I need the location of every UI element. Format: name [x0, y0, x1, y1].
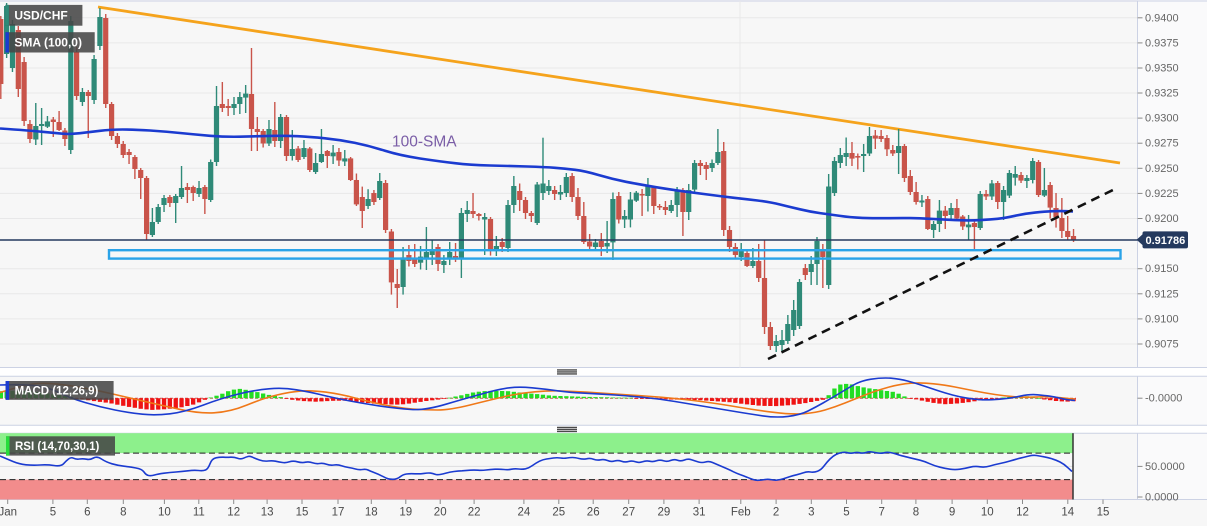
svg-text:17: 17: [332, 507, 345, 519]
svg-text:50.0000: 50.0000: [1145, 461, 1185, 473]
svg-text:0.9100: 0.9100: [1145, 313, 1179, 325]
svg-text:7: 7: [878, 507, 884, 519]
svg-text:27: 27: [622, 507, 635, 519]
svg-text:3: 3: [808, 507, 814, 519]
svg-text:8: 8: [120, 507, 126, 519]
svg-text:18: 18: [365, 507, 378, 519]
svg-text:11: 11: [193, 507, 205, 519]
svg-text:2: 2: [773, 507, 779, 519]
svg-text:12: 12: [1016, 507, 1029, 519]
svg-text:0.9225: 0.9225: [1145, 188, 1179, 200]
svg-text:0.91786: 0.91786: [1146, 235, 1186, 247]
svg-text:15: 15: [296, 507, 309, 519]
svg-text:14: 14: [1061, 507, 1074, 519]
svg-text:0.9250: 0.9250: [1145, 163, 1179, 175]
svg-text:22: 22: [468, 507, 481, 519]
svg-text:8: 8: [913, 507, 919, 519]
svg-text:Feb: Feb: [731, 507, 751, 519]
svg-text:-0.0000: -0.0000: [1145, 393, 1182, 405]
svg-text:Jan: Jan: [0, 507, 17, 519]
svg-text:13: 13: [261, 507, 274, 519]
svg-text:9: 9: [949, 507, 955, 519]
svg-text:0.9275: 0.9275: [1145, 138, 1179, 150]
svg-text:0.9200: 0.9200: [1145, 213, 1179, 225]
svg-text:19: 19: [399, 507, 412, 519]
svg-text:0.9125: 0.9125: [1145, 288, 1179, 300]
svg-text:24: 24: [518, 507, 531, 519]
svg-text:15: 15: [1097, 507, 1110, 519]
svg-text:10: 10: [981, 507, 994, 519]
svg-text:6: 6: [84, 507, 90, 519]
svg-text:MACD (12,26,9): MACD (12,26,9): [15, 385, 99, 397]
svg-text:12: 12: [227, 507, 240, 519]
svg-text:0.9300: 0.9300: [1145, 113, 1179, 125]
svg-text:25: 25: [552, 507, 565, 519]
svg-text:10: 10: [158, 507, 171, 519]
svg-text:0.9150: 0.9150: [1145, 263, 1179, 275]
svg-text:RSI (14,70,30,1): RSI (14,70,30,1): [15, 441, 100, 453]
svg-text:5: 5: [50, 507, 56, 519]
svg-text:100-SMA: 100-SMA: [392, 134, 457, 151]
svg-text:USD/CHF: USD/CHF: [14, 8, 67, 22]
svg-text:0.9075: 0.9075: [1145, 339, 1179, 351]
svg-text:31: 31: [693, 507, 706, 519]
svg-text:0.0000: 0.0000: [1145, 492, 1179, 504]
svg-text:0.9325: 0.9325: [1145, 88, 1179, 100]
svg-text:5: 5: [843, 507, 849, 519]
svg-text:29: 29: [658, 507, 671, 519]
svg-text:0.9350: 0.9350: [1145, 63, 1179, 75]
svg-text:0.9375: 0.9375: [1145, 37, 1179, 49]
svg-text:0.9400: 0.9400: [1145, 12, 1179, 24]
svg-text:20: 20: [434, 507, 447, 519]
svg-text:26: 26: [587, 507, 600, 519]
svg-text:SMA (100,0): SMA (100,0): [14, 35, 82, 49]
